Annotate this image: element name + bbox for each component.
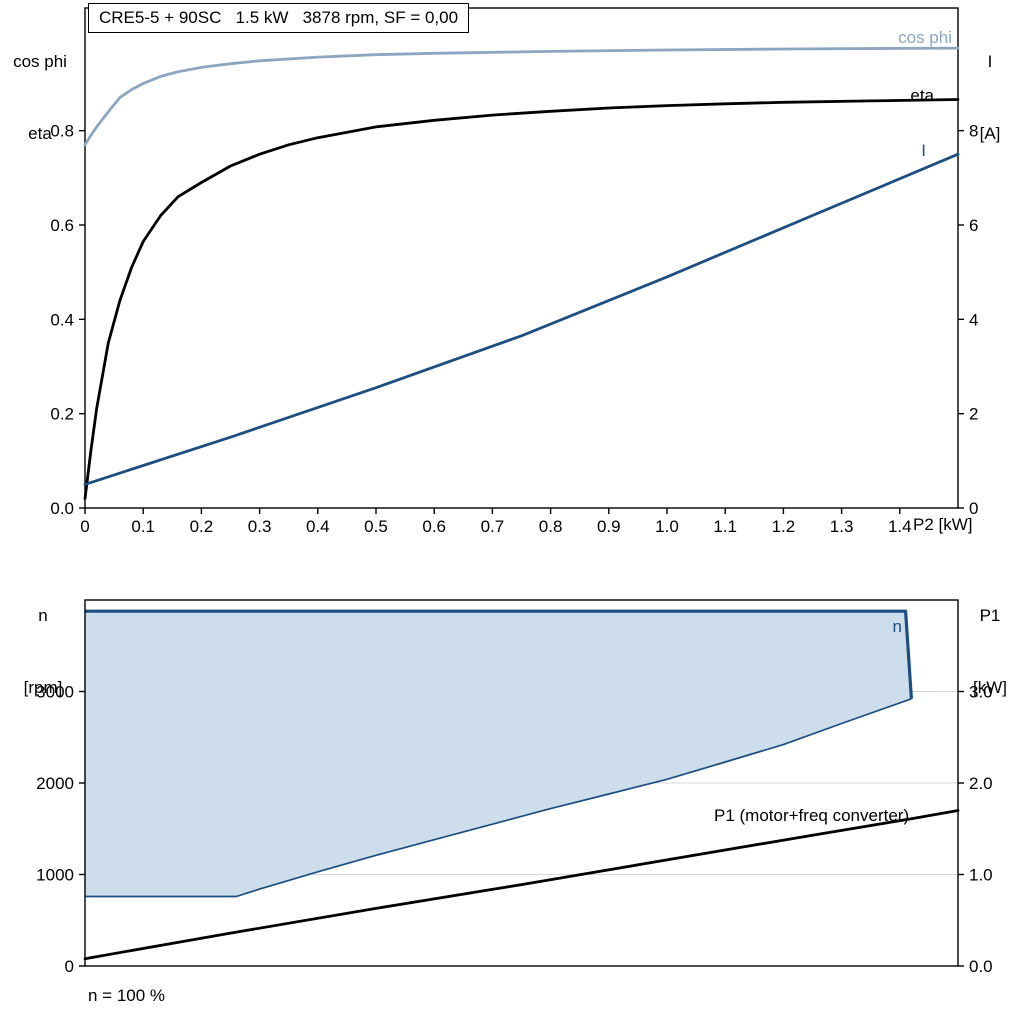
top-y-left-tick-label: 0.0 — [50, 499, 74, 518]
top-x-tick-label: 1.1 — [713, 517, 737, 536]
top-y-right-tick-label: 2 — [969, 405, 978, 424]
p1-line-label: P1 (motor+freq converter) — [714, 806, 910, 825]
left-axis-title-eta: eta — [28, 124, 52, 143]
bottom-y-right-tick-label: 0.0 — [969, 957, 993, 976]
top-x-tick-label: 0.9 — [597, 517, 621, 536]
right-axis-title-current: I — [987, 52, 993, 71]
top-x-tick-label: 0 — [80, 517, 89, 536]
top-y-right-tick-label: 4 — [969, 310, 978, 329]
chart-title-box: CRE5-5 + 90SC 1.5 kW 3878 rpm, SF = 0,00 — [88, 3, 470, 33]
top-series-i — [83, 152, 960, 486]
left-axis-title-rpm-unit: [rpm] — [23, 678, 63, 697]
bottom-y-right-tick-label: 3.0 — [969, 683, 993, 702]
top-y-left-tick-label: 0.6 — [50, 216, 74, 235]
top-x-tick-label: 0.1 — [131, 517, 155, 536]
top-y-right-tick-label: 8 — [969, 122, 978, 141]
top-x-tick-label: 0.4 — [306, 517, 330, 536]
top-y-left-tick-label: 0.2 — [50, 405, 74, 424]
envelope-upper-line — [85, 609, 913, 699]
top-y-right-tick-label: 6 — [969, 216, 978, 235]
bottom-y-left-tick-label: 2000 — [36, 774, 74, 793]
bottom-left-axis-title: n [rpm] — [6, 556, 80, 724]
series-label-current: I — [921, 141, 926, 160]
top-y-left-tick-label: 0.8 — [50, 122, 74, 141]
top-x-tick-label: 0.7 — [481, 517, 505, 536]
bottom-series-p1-motor-freq-converter- — [83, 809, 960, 961]
x-axis-title-p2: P2 [kW] — [913, 515, 973, 534]
top-x-tick-label: 0.3 — [248, 517, 272, 536]
left-axis-title-n: n — [38, 606, 48, 625]
series-label-eta: eta — [910, 86, 934, 105]
bottom-y-left-tick-label: 0 — [65, 957, 74, 976]
series-label-cos-phi: cos phi — [898, 28, 952, 47]
bottom-y-left-tick-label: 1000 — [36, 866, 74, 885]
top-x-tick-label: 0.5 — [364, 517, 388, 536]
top-series-eta — [83, 98, 960, 501]
right-axis-title-ampere-unit: [A] — [979, 124, 1001, 143]
top-x-tick-label: 0.2 — [190, 517, 214, 536]
top-series-cos-phi — [83, 46, 960, 147]
speed-footnote: n = 100 % — [88, 986, 166, 1005]
top-y-right-tick-label: 0 — [969, 499, 978, 518]
top-y-left-tick-label: 0.4 — [50, 310, 74, 329]
envelope-n-label: n — [892, 617, 902, 636]
bottom-y-left-tick-label: 3000 — [36, 683, 74, 702]
bottom-right-axis-title: P1 [kW] — [960, 556, 1020, 724]
envelope-lower-line — [85, 697, 912, 898]
right-axis-title-p1: P1 — [979, 606, 1001, 625]
right-axis-title-kw-unit: [kW] — [973, 678, 1007, 697]
left-axis-title-cos-phi: cos phi — [13, 52, 67, 71]
top-left-axis-title: cos phi eta — [4, 2, 76, 170]
top-x-tick-label: 1.4 — [888, 517, 912, 536]
top-x-tick-label: 0.6 — [422, 517, 446, 536]
top-plot-frame — [84, 7, 959, 509]
top-x-tick-label: 1.0 — [655, 517, 679, 536]
top-x-tick-label: 1.2 — [772, 517, 796, 536]
top-right-axis-title: I [A] — [964, 2, 1016, 170]
top-x-tick-label: 0.8 — [539, 517, 563, 536]
speed-envelope-area — [85, 611, 912, 897]
bottom-y-right-tick-label: 2.0 — [969, 774, 993, 793]
bottom-y-right-tick-label: 1.0 — [969, 866, 993, 885]
top-x-tick-label: 1.3 — [830, 517, 854, 536]
